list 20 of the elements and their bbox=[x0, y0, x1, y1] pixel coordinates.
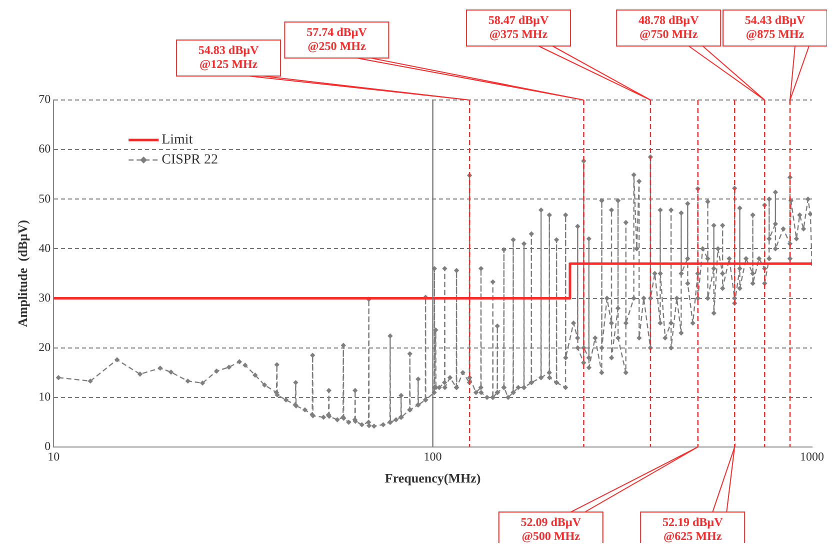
ref-line-label: 57.74 dBµV @250 MHz bbox=[306, 25, 368, 54]
y-tick-label: 20 bbox=[38, 340, 51, 354]
y-tick-label: 30 bbox=[38, 290, 51, 304]
legend-label: CISPR 22 bbox=[162, 152, 218, 168]
ref-line-label: 54.83 dBµV @125 MHz bbox=[198, 43, 260, 72]
y-tick-label: 40 bbox=[38, 240, 51, 255]
y-tick-label: 70 bbox=[38, 92, 51, 106]
x-tick-label: 1000 bbox=[800, 449, 824, 464]
ref-line-label: 52.19 dBµV @625 MHz bbox=[662, 515, 724, 544]
y-axis-title: Amplitude (dBµV) bbox=[15, 220, 30, 328]
ref-line-label: 54.43 dBµV @875 MHz bbox=[744, 13, 806, 42]
x-tick-label: 100 bbox=[424, 449, 442, 464]
legend-label: Limit bbox=[162, 132, 193, 148]
ref-line-label: 48.78 dBµV @750 MHz bbox=[638, 13, 700, 42]
y-tick-label: 50 bbox=[38, 191, 51, 206]
x-axis-title: Frequency(MHz) bbox=[384, 470, 481, 486]
y-tick-label: 10 bbox=[38, 390, 51, 404]
ref-line-label: 58.47 dBµV @375 MHz bbox=[488, 13, 549, 42]
ref-line-label: 52.09 dBµV @500 MHz bbox=[520, 515, 582, 544]
y-tick-label: 60 bbox=[38, 142, 51, 156]
